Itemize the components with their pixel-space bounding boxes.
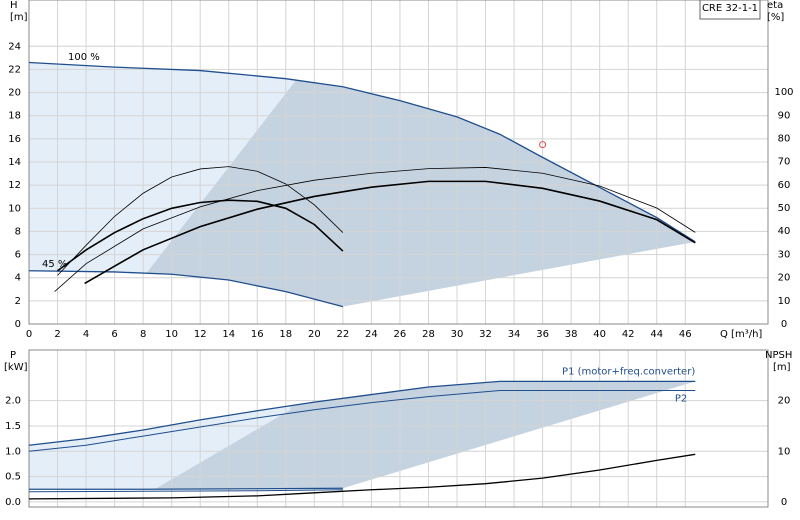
x-tick-label: 44 <box>650 329 663 340</box>
y2-tick-label: 90 <box>778 110 791 121</box>
y2-tick-label: 100 <box>774 87 793 98</box>
series-label: P2 <box>675 394 687 405</box>
y2-tick-label: 80 <box>778 133 791 144</box>
x-tick-label: 10 <box>165 329 178 340</box>
y-tick-label: 14 <box>8 157 21 168</box>
y-tick-label: 22 <box>8 64 21 75</box>
y-axis-unit: [kW] <box>4 362 28 373</box>
x-tick-label: 38 <box>565 329 578 340</box>
y2-tick-label: 20 <box>778 396 791 407</box>
y2-tick-label: 40 <box>778 226 791 237</box>
y2-tick-label: 10 <box>778 296 791 307</box>
x-tick-label: 22 <box>336 329 349 340</box>
y2-tick-label: 10 <box>778 446 791 457</box>
annotation: 100 % <box>68 52 100 63</box>
x-tick-label: 30 <box>451 329 464 340</box>
curve <box>54 167 696 292</box>
x-tick-label: 12 <box>194 329 207 340</box>
curve <box>28 380 696 446</box>
operating-point <box>539 141 547 149</box>
x-tick-label: 4 <box>83 329 89 340</box>
y-tick-label: 20 <box>8 88 21 99</box>
y-tick-label: 1.0 <box>5 446 21 457</box>
curve <box>28 390 696 452</box>
x-tick-label: 46 <box>679 329 692 340</box>
x-tick-label: 8 <box>140 329 146 340</box>
y2-axis-title: eta <box>767 0 783 11</box>
operating-range-light <box>29 62 310 307</box>
y-axis-title: P <box>10 350 16 361</box>
x-tick-label: 34 <box>508 329 521 340</box>
curve <box>28 61 696 243</box>
x-tick-label: 40 <box>593 329 606 340</box>
y-tick-label: 2.0 <box>5 396 21 407</box>
y-axis-title: H <box>10 0 18 11</box>
y2-tick-label: 70 <box>778 157 791 168</box>
x-tick-label: 16 <box>251 329 264 340</box>
y-tick-label: 1.5 <box>5 421 21 432</box>
x-tick-label: 42 <box>622 329 635 340</box>
y2-tick-label: 0 <box>781 319 787 330</box>
y-tick-label: 10 <box>8 203 21 214</box>
curve <box>28 489 343 493</box>
x-tick-label: 18 <box>279 329 292 340</box>
y2-tick-label: 50 <box>778 203 791 214</box>
curve <box>57 199 344 272</box>
y2-axis-title: NPSH <box>765 350 792 361</box>
curve <box>28 270 344 308</box>
plot-frame <box>28 0 769 325</box>
title-box <box>699 0 761 20</box>
x-tick-label: 36 <box>536 329 549 340</box>
y-axis-unit: [m] <box>10 12 28 23</box>
chart-title: CRE 32-1-1 <box>702 3 758 14</box>
plot-frame <box>28 349 769 508</box>
x-tick-label: 32 <box>479 329 492 340</box>
plot-area: 0246810121416182022240102030405060708090… <box>8 0 794 340</box>
y-tick-label: 0.5 <box>5 472 21 483</box>
annotation: 45 % <box>42 259 67 270</box>
x-tick-label: 24 <box>365 329 378 340</box>
y-tick-label: 18 <box>8 111 21 122</box>
x-tick-label: 26 <box>394 329 407 340</box>
x-tick-label: 14 <box>222 329 235 340</box>
x-tick-label: 6 <box>111 329 117 340</box>
x-tick-label: 20 <box>308 329 321 340</box>
y2-tick-label: 0 <box>781 497 787 508</box>
curve <box>57 166 344 276</box>
y2-tick-label: 30 <box>778 249 791 260</box>
y-tick-label: 12 <box>8 180 21 191</box>
curve <box>84 180 696 285</box>
x-tick-label: 0 <box>26 329 32 340</box>
curve <box>28 453 696 500</box>
y-tick-label: 4 <box>15 273 21 284</box>
y-tick-label: 16 <box>8 134 21 145</box>
x-axis-title: Q [m³/h] <box>720 329 762 340</box>
y-tick-label: 0 <box>15 319 21 330</box>
curve <box>29 487 343 490</box>
y-tick-label: 2 <box>15 296 21 307</box>
x-tick-label: 2 <box>54 329 60 340</box>
y2-axis-unit: [%] <box>767 12 784 23</box>
series-label: P1 (motor+freq.converter) <box>562 366 695 377</box>
y-tick-label: 0.0 <box>5 497 21 508</box>
y-tick-label: 6 <box>15 250 21 261</box>
x-tick-label: 28 <box>422 329 435 340</box>
plot-area: 0.0 0.5 1.0 1.5 2.0 0 10 20 P1 (motor+freq.conve… <box>5 349 791 508</box>
y2-axis-unit: [m] <box>773 362 791 373</box>
y-tick-label: 24 <box>8 41 21 52</box>
y-tick-label: 8 <box>15 226 21 237</box>
y2-tick-label: 60 <box>778 180 791 191</box>
y2-tick-label: 20 <box>778 273 791 284</box>
